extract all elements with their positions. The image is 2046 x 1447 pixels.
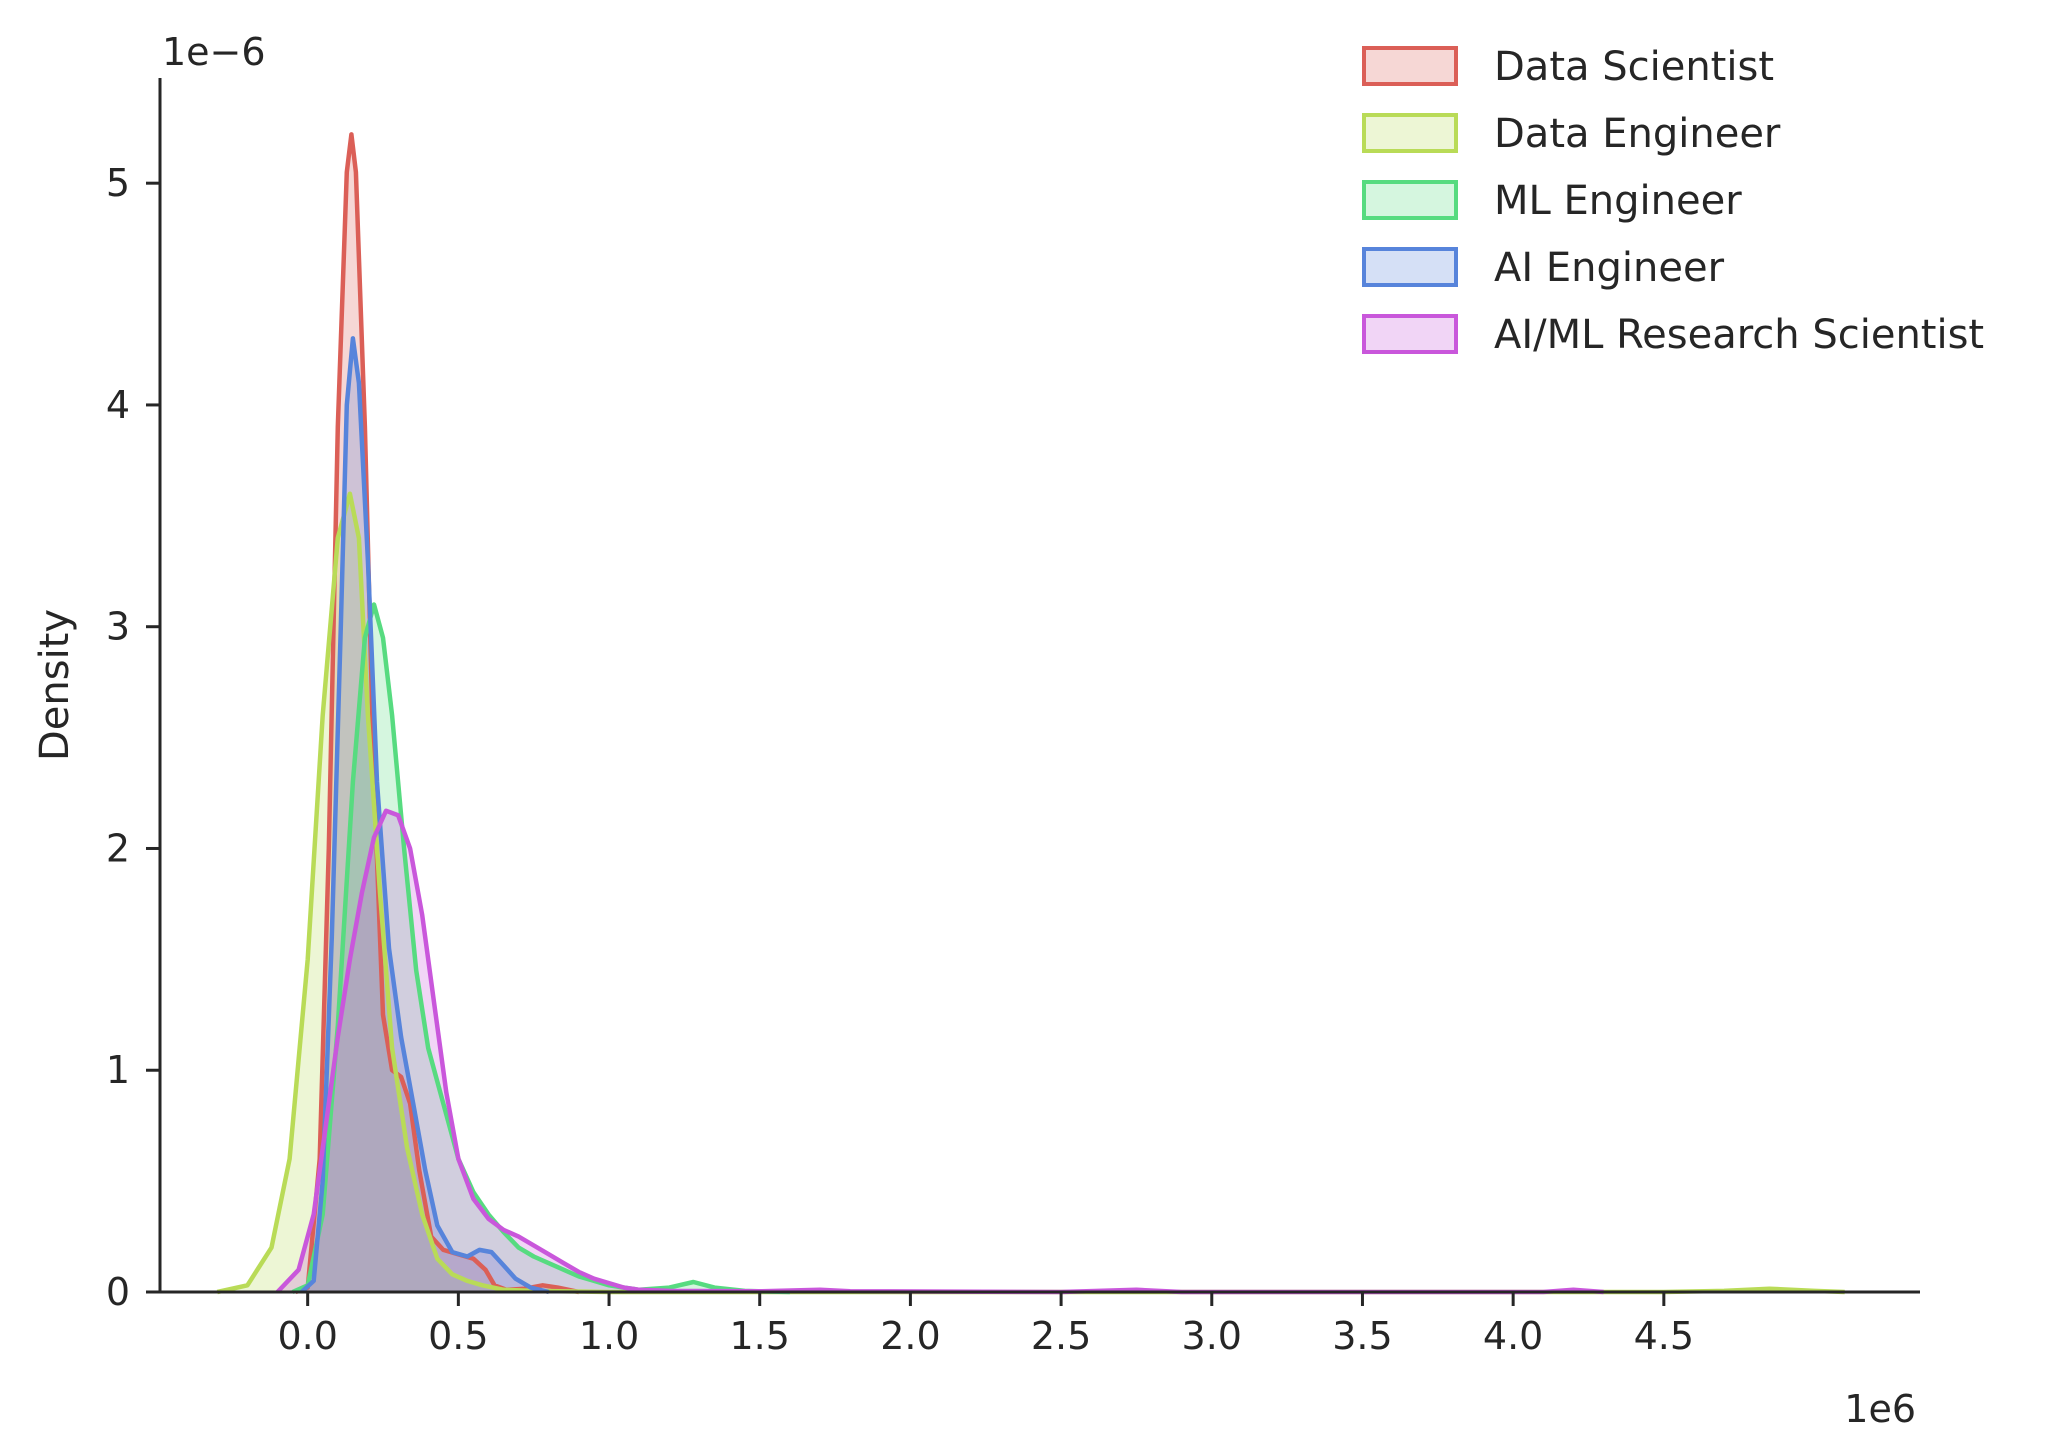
legend-swatch-ml-engineer <box>1362 180 1458 220</box>
area-data-scientist <box>295 134 579 1292</box>
y-ticks: 0 1 2 3 4 5 <box>106 161 160 1314</box>
x-tick-label: 2.5 <box>1031 1314 1091 1358</box>
legend-label-ai-engineer: AI Engineer <box>1494 245 1725 291</box>
x-tick-label: 3.0 <box>1182 1314 1242 1358</box>
y-axis-label: Density <box>32 609 78 761</box>
legend-swatch-data-scientist <box>1362 46 1458 86</box>
y-offset-label: 1e−6 <box>162 30 266 74</box>
legend-swatch-data-engineer <box>1362 113 1458 153</box>
x-tick-label: 2.0 <box>880 1314 940 1358</box>
legend: Data Scientist Data Engineer ML Engineer AI… <box>1362 44 1984 358</box>
density-areas <box>217 134 1845 1292</box>
area-ai-engineer <box>301 338 549 1292</box>
area-ai-ml-research-scientist <box>277 810 1604 1292</box>
y-tick-label: 3 <box>106 605 130 649</box>
x-tick-label: 4.5 <box>1634 1314 1694 1358</box>
legend-label-data-scientist: Data Scientist <box>1494 44 1774 90</box>
y-tick-label: 0 <box>106 1270 130 1314</box>
y-tick-label: 2 <box>106 826 130 870</box>
x-tick-label: 0.5 <box>428 1314 488 1358</box>
legend-swatch-ai-ml-research-scientist <box>1362 314 1458 354</box>
legend-label-ai-ml-research-scientist: AI/ML Research Scientist <box>1494 312 1984 358</box>
density-lines <box>216 132 1845 1295</box>
y-tick-label: 5 <box>106 161 130 205</box>
y-tick-label: 1 <box>106 1048 130 1092</box>
x-offset-label: 1e6 <box>1844 1387 1916 1431</box>
x-tick-label: 1.5 <box>730 1314 790 1358</box>
area-data-engineer <box>217 493 1845 1292</box>
legend-swatch-ai-engineer <box>1362 247 1458 287</box>
x-tick-label: 4.0 <box>1483 1314 1543 1358</box>
x-tick-label: 0.0 <box>277 1314 337 1358</box>
x-tick-label: 1.0 <box>579 1314 639 1358</box>
x-tick-label: 3.5 <box>1332 1314 1392 1358</box>
legend-label-data-engineer: Data Engineer <box>1494 111 1781 157</box>
x-ticks: 0.0 0.5 1.0 1.5 2.0 2.5 3.0 3.5 4.0 4.5 <box>277 1292 1694 1358</box>
line-ai-engineer <box>300 336 550 1295</box>
y-tick-label: 4 <box>106 383 130 427</box>
legend-label-ml-engineer: ML Engineer <box>1494 178 1742 224</box>
